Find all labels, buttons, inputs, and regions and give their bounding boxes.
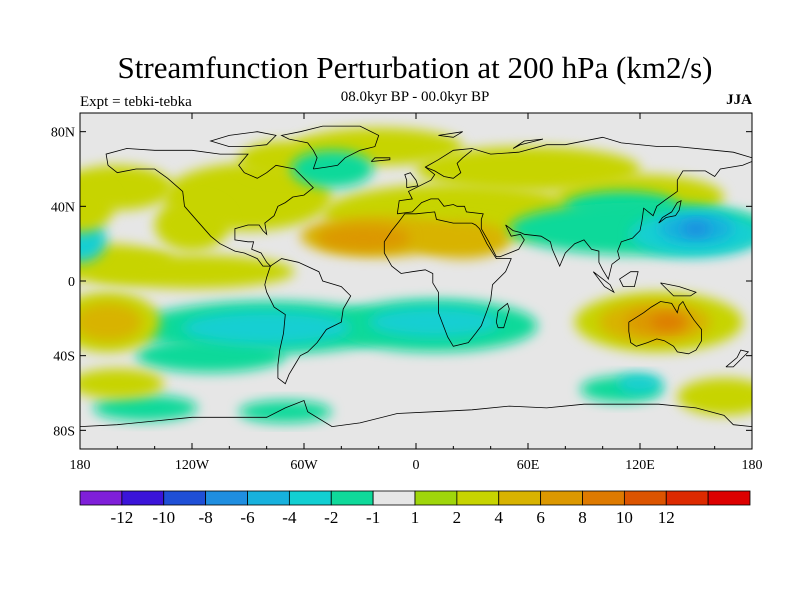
colorbar-label: -1 [366, 508, 380, 527]
perturbation-contour [317, 225, 411, 252]
y-tick-label: 40N [51, 200, 75, 215]
colorbar-swatch [707, 490, 751, 506]
perturbation-contour [182, 310, 351, 345]
coastline [660, 282, 697, 297]
time-range-subtitle: 08.0kyr BP - 00.0kyr BP [340, 89, 490, 105]
experiment-label: Expt = tebki-tebka [80, 94, 192, 110]
coastline [658, 199, 682, 224]
perturbation-contour [617, 374, 663, 393]
perturbation-contour [136, 338, 286, 373]
x-tick-label: 60W [290, 458, 318, 473]
coastline [628, 300, 702, 355]
colorbar-swatch [163, 490, 207, 506]
coastline [592, 271, 615, 294]
coastlines [80, 125, 752, 428]
longitude-axis: 180 120W 60W 0 60E 120E 180 [70, 113, 763, 473]
colorbar-swatch [414, 490, 458, 506]
latitude-axis: 80N 40N 0 40S 80S [51, 126, 752, 439]
colorbar-label: 6 [536, 508, 545, 527]
colorbar-swatch [247, 490, 290, 506]
colorbar-label: 1 [411, 508, 420, 527]
colorbar-label: -10 [152, 508, 175, 527]
y-tick-label: 0 [68, 275, 75, 290]
colorbar-swatch [665, 490, 709, 506]
y-tick-label: 40S [53, 350, 75, 365]
perturbation-contour [651, 314, 685, 330]
coastline [495, 302, 510, 329]
colorbar-label: -6 [240, 508, 254, 527]
coastline [370, 157, 391, 162]
colorbar-label: 12 [658, 508, 675, 527]
colorbar-label: 2 [453, 508, 462, 527]
perturbation-contour [93, 394, 198, 421]
colorbar-label: -12 [111, 508, 134, 527]
coastline [383, 211, 512, 347]
perturbation-contour [416, 221, 510, 259]
perturbation-contour [80, 368, 164, 399]
coastline [438, 131, 463, 138]
coastline [725, 349, 750, 368]
coastline [209, 131, 277, 147]
x-tick-label: 180 [742, 458, 763, 473]
coastline [80, 399, 752, 428]
perturbation-contour [80, 165, 174, 211]
colorbar-swatch [288, 490, 332, 506]
colorbar-label: -8 [199, 508, 213, 527]
coastline [512, 138, 543, 149]
colorbar-swatch [79, 490, 123, 506]
colorbar-label: -4 [282, 508, 297, 527]
colorbar-swatch [498, 490, 542, 506]
x-tick-label: 180 [70, 458, 91, 473]
x-tick-label: 120W [175, 458, 210, 473]
perturbation-contour [89, 254, 295, 289]
perturbation-contour [80, 180, 114, 233]
x-tick-label: 60E [517, 458, 540, 473]
x-tick-label: 0 [413, 458, 420, 473]
colorbar-swatch [623, 490, 667, 506]
colorbar-label: 4 [495, 508, 504, 527]
coastline [404, 172, 419, 189]
coastline [264, 258, 352, 385]
colorbar-swatch [330, 490, 374, 506]
perturbation-contour [154, 198, 230, 252]
colorbar-swatch [540, 490, 583, 506]
coastline [425, 149, 473, 179]
colorbar-swatch [456, 490, 500, 506]
perturbation-contour [681, 221, 711, 237]
perturbation-contour [369, 307, 500, 338]
colorbar-swatch [205, 490, 248, 506]
colorbar-label: 8 [578, 508, 587, 527]
x-tick-label: 120E [625, 458, 655, 473]
perturbation-contour [416, 146, 640, 192]
colorbar: -12 -10 -8 -6 -4 -2 -1 1 2 4 6 8 10 12 [79, 490, 751, 527]
colorbar-swatch [121, 490, 165, 506]
coastline [619, 271, 639, 287]
season-label: JJA [726, 92, 752, 108]
y-tick-label: 80S [53, 424, 75, 439]
colorbar-swatch [372, 490, 416, 506]
colorbar-label: -2 [324, 508, 338, 527]
perturbation-contour [677, 378, 752, 416]
colorbar-swatch [582, 490, 625, 506]
perturbation-contour [80, 303, 142, 341]
coastline [396, 136, 752, 281]
colorbar-label: 10 [616, 508, 633, 527]
perturbation-contour [238, 400, 332, 423]
coastline [105, 148, 314, 267]
page-title: Streamfunction Perturbation at 200 hPa (… [117, 50, 713, 85]
y-tick-label: 80N [51, 126, 75, 141]
perturbation-contour [290, 150, 374, 188]
coastline [280, 125, 380, 170]
